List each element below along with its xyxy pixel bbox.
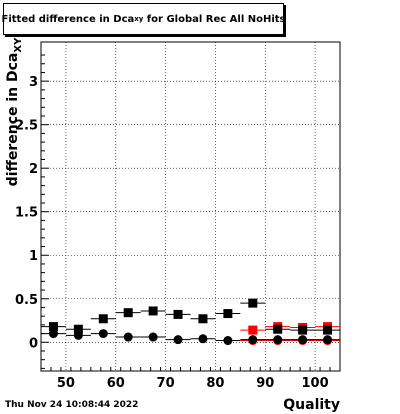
data-point-circle (49, 329, 58, 338)
x-tick-label: 90 (256, 376, 274, 391)
x-tick-label: 80 (206, 376, 224, 391)
data-point-square (248, 299, 257, 308)
data-point-square (174, 310, 183, 319)
datestamp: Thu Nov 24 10:08:44 2022 (5, 400, 138, 410)
data-point-square (149, 306, 158, 315)
data-point-circle (248, 335, 257, 344)
data-point-square (99, 314, 108, 323)
data-point-square (323, 326, 332, 335)
data-point-circle (99, 329, 108, 338)
y-tick-label: 0.5 (15, 293, 38, 308)
y-tick-label: 1 (29, 249, 38, 264)
chart-title-sub: xy (134, 15, 143, 23)
chart-title: Fitted difference in Dca xy for Global Re… (3, 3, 284, 35)
data-point-circle (124, 333, 133, 342)
data-point-circle (198, 334, 207, 343)
data-point-square (248, 326, 257, 335)
x-tick-label: 60 (107, 376, 125, 391)
plot-frame (41, 42, 340, 371)
data-point-circle (174, 335, 183, 344)
y-axis-label-main: difference in Dca (5, 53, 21, 187)
data-point-square (198, 314, 207, 323)
x-axis-label: Quality (283, 397, 340, 413)
x-tick-label: 50 (57, 376, 75, 391)
data-point-square (273, 325, 282, 334)
data-marks (41, 299, 340, 345)
grid-lines (41, 42, 340, 371)
chart-title-main: Fitted difference in Dca (2, 14, 135, 25)
x-tick-label: 100 (302, 376, 329, 391)
data-point-circle (149, 333, 158, 342)
y-tick-label: 0 (29, 336, 38, 351)
y-tick-label: 3 (29, 75, 38, 90)
chart-title-rest: for Global Rec All NoHits (143, 14, 285, 25)
data-point-square (124, 308, 133, 317)
y-tick-label: 1.5 (15, 206, 38, 221)
data-point-square (223, 309, 232, 318)
y-tick-label: 2 (29, 162, 38, 177)
data-point-circle (223, 336, 232, 345)
x-tick-label: 70 (157, 376, 175, 391)
data-point-square (298, 326, 307, 335)
y-axis-label-sub: XY (13, 37, 24, 53)
y-axis-label: difference in DcaXY (5, 37, 24, 186)
data-point-circle (273, 335, 282, 344)
data-point-circle (323, 335, 332, 344)
data-point-circle (74, 331, 83, 340)
data-point-circle (298, 335, 307, 344)
